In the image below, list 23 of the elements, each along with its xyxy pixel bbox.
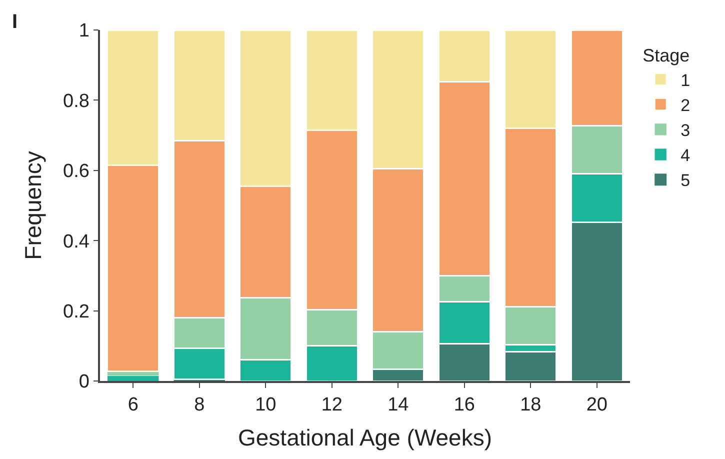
y-tick-label: 1 [78,20,90,42]
y-axis-title: Frequency [20,150,46,260]
legend-label: 3 [680,121,690,140]
legend-label: 5 [680,171,690,190]
text: I [12,11,18,33]
y-tick-label: 0.4 [63,231,90,252]
y-tick-label: 0.6 [63,161,90,182]
x-tick-label: 16 [454,394,475,416]
legend-label: 4 [680,146,690,166]
x-tick-label: 18 [520,394,542,416]
x-tick-label: 6 [128,394,138,416]
x-tick-label: 12 [321,394,342,416]
x-axis-title: Gestational Age (Weeks) [238,424,492,451]
y-tick-label: 0.2 [63,301,90,322]
x-tick-label: 20 [586,394,608,416]
x-tick-label: 10 [255,394,276,416]
y-tick-label: 0 [78,372,90,393]
legend-label: 1 [680,70,690,90]
legend-label: 2 [680,96,690,115]
x-tick-label: 8 [194,394,205,416]
legend-title: Stage [642,46,690,66]
x-tick-label: 14 [388,394,410,416]
y-tick-label: 0.8 [63,90,90,112]
